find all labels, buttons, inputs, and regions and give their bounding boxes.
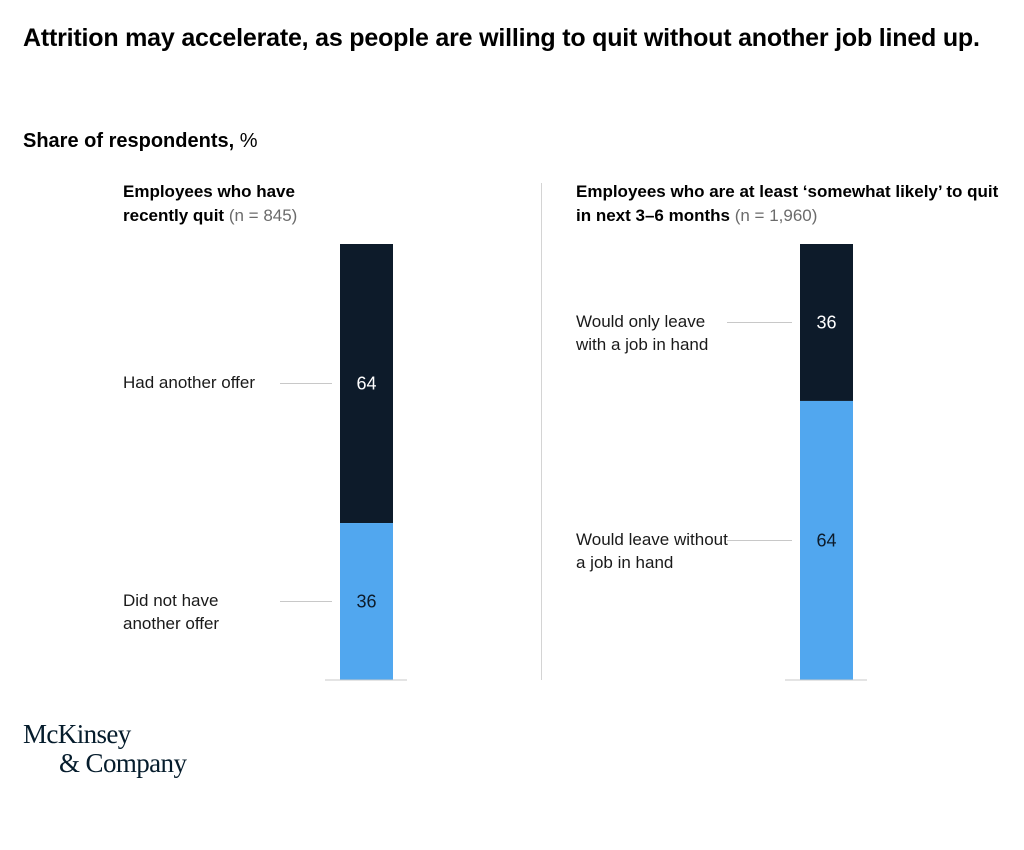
segment-category-label: Would leave without a job in hand [576, 529, 728, 572]
panel-title-recently-quit: Employees who have recently quit (n = 84… [123, 180, 343, 228]
subtitle-unit: % [239, 130, 258, 152]
bar-segment [800, 400, 853, 680]
segment-category-label: Had another offer [123, 373, 255, 393]
panel-title-text: Employees who are at least ‘somewhat lik… [576, 182, 999, 225]
panel-sample-size: (n = 845) [228, 206, 298, 225]
bar-segment [340, 523, 393, 680]
panel-title-likely-to-quit: Employees who are at least ‘somewhat lik… [576, 180, 1016, 228]
stacked-bar-1: 64 36 [280, 244, 407, 681]
segment-category-label: Would only leave with a job in hand [576, 311, 709, 354]
data-label: 36 [816, 312, 836, 332]
chart-subtitle: Share of respondents, % [23, 128, 258, 154]
panel-divider [541, 183, 542, 680]
bar-segment [340, 244, 393, 524]
chart-title: Attrition may accelerate, as people are … [23, 24, 980, 52]
data-label: 64 [356, 374, 376, 394]
logo-line-1: McKinsey [23, 719, 131, 749]
panel-title-text: Employees who have recently quit [123, 182, 295, 225]
data-label: 64 [816, 530, 836, 550]
mckinsey-logo: McKinsey & Company [23, 720, 223, 778]
subtitle-text: Share of respondents, [23, 130, 235, 152]
logo-line-2: & Company [59, 748, 187, 778]
panel-sample-size: (n = 1,960) [734, 206, 818, 225]
segment-category-label: Did not have another offer [123, 591, 220, 634]
stacked-bar-2: 36 64 [727, 244, 867, 681]
data-label: 36 [356, 592, 376, 612]
bar-segment [800, 244, 853, 401]
